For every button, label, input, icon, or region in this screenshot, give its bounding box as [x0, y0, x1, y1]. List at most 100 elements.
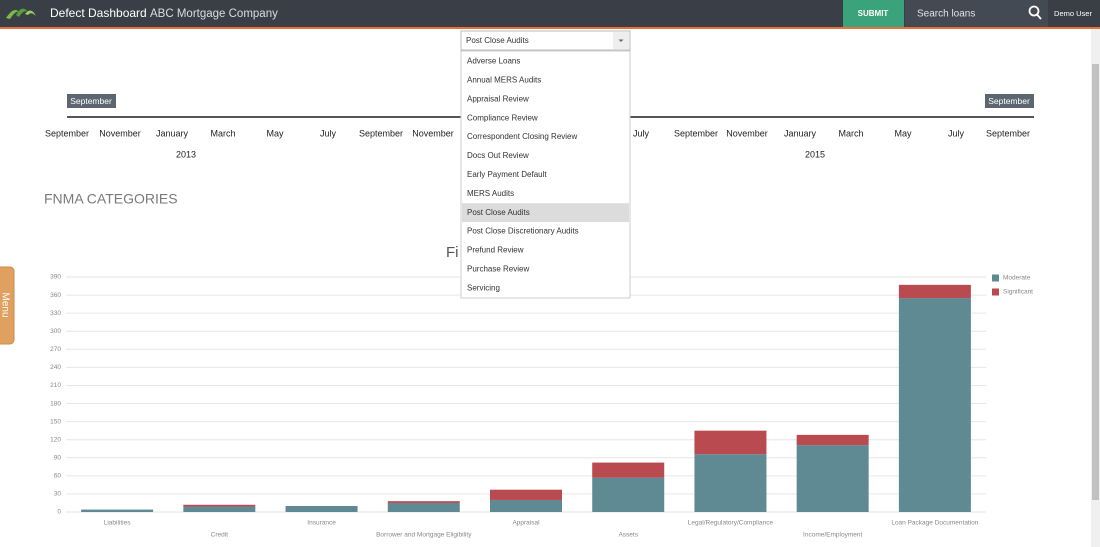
x-tick-label: Appraisal — [512, 520, 540, 527]
timeline-month: March — [210, 128, 235, 138]
menu-tab[interactable] — [0, 266, 15, 345]
bar-segment — [694, 454, 767, 512]
logo — [6, 8, 36, 19]
timeline-year: 2013 — [176, 149, 196, 159]
x-tick-label: Legal/Regulatory/Compliance — [688, 520, 774, 527]
x-tick-label: Loan Package Documentation — [891, 520, 978, 527]
dropdown-option[interactable]: Servicing — [467, 283, 500, 292]
timeline-month: July — [633, 128, 650, 138]
y-tick-label: 150 — [50, 418, 61, 425]
x-tick-label: Insurance — [307, 520, 336, 527]
dropdown-option[interactable]: Post Close Discretionary Audits — [467, 227, 579, 236]
dropdown: Post Close Audits Adverse Loans Annual ME… — [460, 30, 631, 299]
dropdown-option[interactable]: MERS Audits — [467, 189, 514, 198]
timeline-month: November — [99, 128, 141, 138]
bar-segment — [183, 506, 256, 512]
bar-segment — [285, 505, 358, 512]
x-tick-label: Borrower and Mortgage Eligibility — [376, 532, 472, 539]
timeline-month: November — [412, 128, 454, 138]
y-tick-label: 360 — [50, 292, 61, 299]
timeline-month: September — [986, 128, 1030, 138]
bar-segment — [387, 501, 460, 503]
dropdown-option[interactable]: Early Payment Default — [467, 170, 547, 179]
y-tick-label: 0 — [57, 509, 61, 516]
timeline-month: September — [45, 128, 89, 138]
y-tick-label: 390 — [50, 274, 61, 281]
dropdown-option[interactable]: Docs Out Review — [467, 151, 529, 160]
bar-segment — [694, 430, 767, 455]
dropdown-list — [460, 50, 631, 299]
x-tick-label: Liabilities — [104, 520, 131, 527]
y-tick-label: 60 — [54, 473, 62, 480]
y-tick-label: 120 — [50, 436, 61, 443]
dropdown-option[interactable]: Compliance Review — [467, 113, 538, 122]
x-tick-label: Credit — [211, 532, 229, 539]
dropdown-option-highlight — [462, 203, 629, 223]
submit-button[interactable] — [843, 0, 904, 27]
legend-label[interactable]: Significant — [1003, 289, 1033, 296]
dropdown-arrow — [618, 39, 624, 42]
bar-segment — [81, 509, 154, 512]
dropdown-selected: Post Close Audits — [466, 36, 529, 45]
timeline-handle-label: September — [988, 96, 1030, 106]
dropdown-option[interactable]: Annual MERS Audits — [467, 76, 541, 85]
header-accent — [0, 27, 1100, 29]
bar-segment — [898, 298, 971, 512]
bar-segment — [796, 445, 869, 512]
user-name[interactable]: Demo User — [1054, 9, 1092, 18]
y-tick-label: 240 — [50, 364, 61, 371]
dropdown-option[interactable]: Appraisal Review — [467, 94, 529, 103]
dropdown-option[interactable]: Adverse Loans — [467, 57, 520, 66]
chart: Fi 0 30 60 90 120 150 180 210 240 270 300 330 360 390 L… — [50, 244, 1033, 539]
timeline-handle[interactable] — [985, 94, 1034, 108]
bar-segment — [183, 504, 256, 507]
timeline-month: January — [784, 128, 817, 138]
bar-segment — [387, 502, 460, 512]
bar-segment — [898, 284, 971, 299]
search-input[interactable] — [905, 0, 1048, 27]
timeline-labels: September November January March May July Sept… — [45, 128, 1030, 159]
legend-swatch — [992, 288, 999, 296]
menu-tab-label: Menu — [0, 292, 10, 317]
y-tick-label: 330 — [50, 310, 61, 317]
y-tick-label: 180 — [50, 400, 61, 407]
timeline-month: July — [320, 128, 337, 138]
timeline-handle-label: September — [70, 96, 112, 106]
company-name: ABC Mortgage Company — [150, 8, 278, 20]
x-tick-label: Assets — [618, 532, 638, 539]
y-tick-label: 90 — [54, 454, 62, 461]
bar-segment — [592, 462, 665, 478]
section-title: FNMA CATEGORIES — [44, 191, 178, 207]
submit-label: SUBMIT — [858, 9, 889, 18]
scrollbar-thumb[interactable] — [1092, 64, 1099, 500]
search-icon[interactable] — [1028, 5, 1042, 20]
search-placeholder: Search loans — [917, 9, 975, 20]
dropdown-option[interactable]: Correspondent Closing Review — [467, 132, 578, 141]
dropdown-select[interactable] — [460, 30, 631, 51]
bar-segment — [490, 489, 562, 500]
dropdown-option[interactable]: Post Close Audits — [467, 208, 530, 217]
x-tick-label: Income/Employment — [803, 532, 862, 539]
bar-segment — [490, 499, 562, 512]
dropdown-option[interactable]: Prefund Review — [467, 246, 524, 255]
app-name: Defect Dashboard — [50, 6, 147, 20]
timeline-month: September — [674, 128, 718, 138]
timeline-month: November — [726, 128, 768, 138]
y-tick-label: 300 — [50, 328, 61, 335]
y-tick-label: 30 — [54, 491, 62, 498]
legend-label[interactable]: Moderate — [1003, 275, 1031, 282]
chart-title: Fi — [446, 244, 459, 261]
timeline-month: May — [894, 128, 912, 138]
y-tick-label: 270 — [50, 346, 61, 353]
dropdown-option[interactable]: Purchase Review — [467, 265, 529, 274]
timeline-year: 2015 — [805, 149, 825, 159]
timeline-month: July — [948, 128, 965, 138]
y-tick-label: 210 — [50, 382, 61, 389]
bar-segment — [796, 434, 869, 446]
timeline-month: September — [359, 128, 403, 138]
bar-segment — [592, 477, 665, 512]
timeline-handle[interactable] — [67, 94, 116, 108]
timeline-month: May — [266, 128, 284, 138]
